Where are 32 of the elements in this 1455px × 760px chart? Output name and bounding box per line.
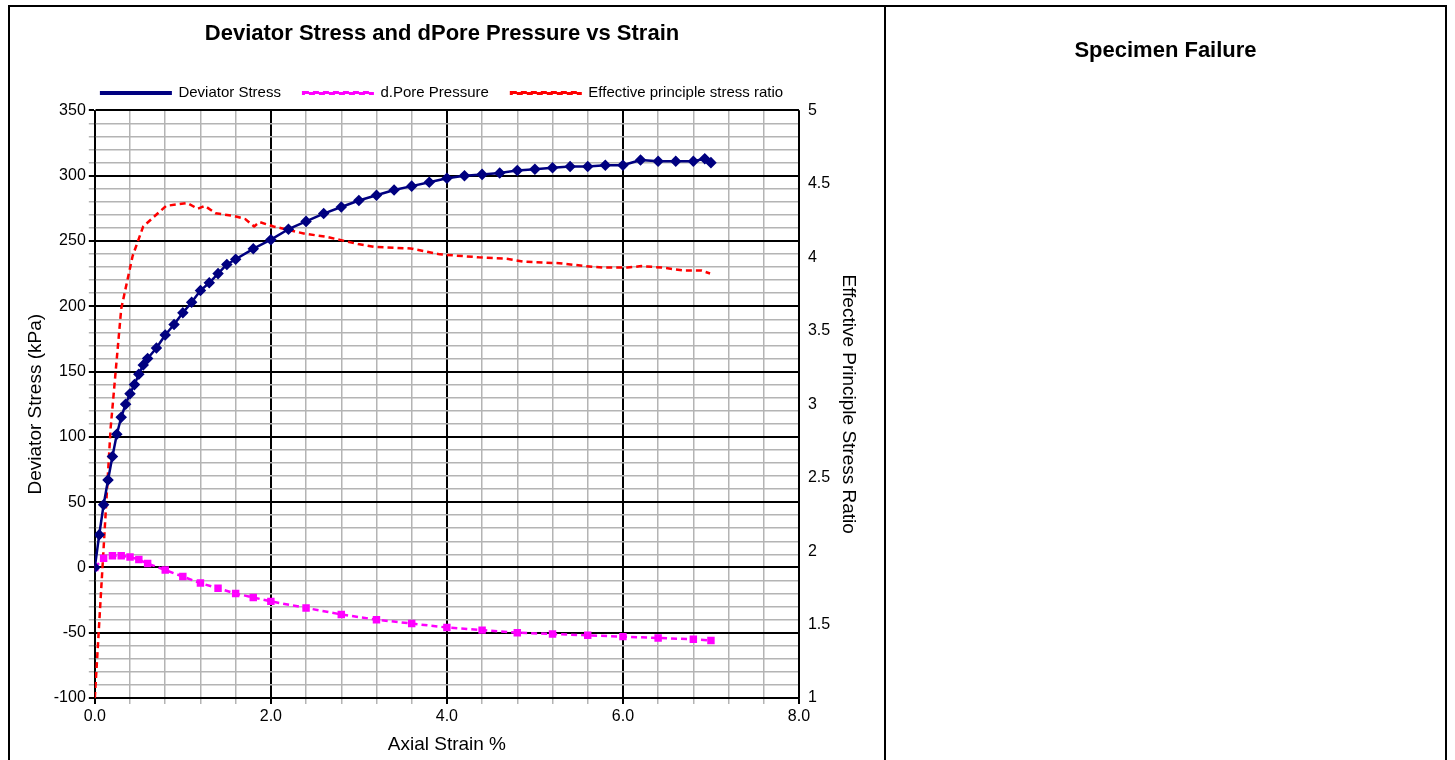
x-tick-label: 2.0 (259, 707, 283, 725)
y2-tick-label: 1 (807, 688, 817, 706)
legend-label: Effective principle stress ratio (588, 83, 784, 101)
x-axis-title: Axial Strain % (387, 732, 507, 754)
y-tick-label: 100 (59, 427, 86, 445)
y-tick-label: -50 (62, 623, 86, 641)
y2-tick-label: 3.5 (807, 321, 831, 339)
y-axis-title: Deviator Stress (kPa) (23, 313, 45, 495)
chart-title: Deviator Stress and dPore Pressure vs Strain (204, 20, 680, 46)
y2-tick-label: 2 (807, 541, 817, 559)
y-tick-label: 0 (76, 557, 86, 575)
x-tick-label: 4.0 (435, 707, 459, 725)
x-tick-label: 6.0 (611, 707, 635, 725)
y2-tick-label: 1.5 (807, 614, 831, 632)
y2-axis-title: Effective Principle Stress Ratio (839, 274, 861, 534)
y-tick-label: 50 (68, 492, 86, 510)
y-tick-label: 350 (59, 100, 86, 118)
y-tick-label: 150 (59, 361, 86, 379)
y2-tick-label: 2.5 (807, 468, 831, 486)
y-tick-label: 200 (59, 296, 86, 314)
y-tick-label: 300 (59, 166, 86, 184)
y2-tick-label: 4 (807, 247, 817, 265)
y2-tick-label: 3 (807, 394, 817, 412)
y-tick-label: 250 (59, 231, 86, 249)
y-tick-label: -100 (53, 688, 86, 706)
legend-label: Deviator Stress (178, 83, 281, 101)
text: Specimen Failure (1073, 36, 1258, 63)
x-tick-label: 8.0 (787, 707, 811, 725)
y2-tick-label: 4.5 (807, 174, 831, 192)
x-tick-label: 0.0 (83, 707, 107, 725)
y2-tick-label: 5 (807, 100, 817, 118)
legend-label: d.Pore Pressure (380, 83, 489, 101)
